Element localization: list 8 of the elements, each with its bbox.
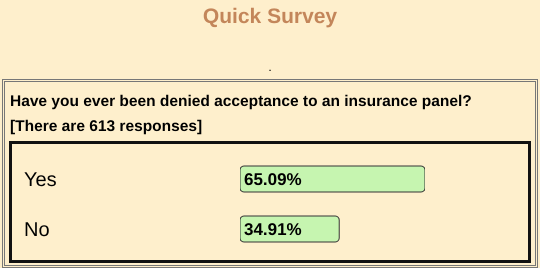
- chart-subtitle: Have you ever been denied acceptance to an insurance panel?: [10, 92, 472, 112]
- y-tick-label: No: [24, 219, 50, 241]
- text: [There are 613 responses]: [10, 117, 204, 137]
- chart-title: Quick Survey: [202, 5, 338, 29]
- y-tick-label: Yes: [24, 169, 57, 191]
- data-label: 34.91%: [244, 220, 302, 239]
- data-label: 65.09%: [244, 170, 302, 189]
- text: .: [267, 60, 273, 74]
